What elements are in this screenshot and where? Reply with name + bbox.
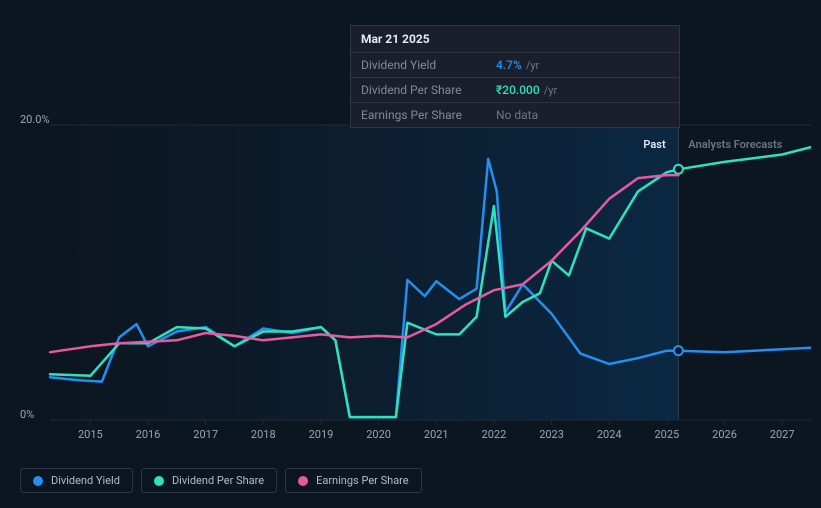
legend-dot-icon: [154, 476, 164, 486]
x-axis-tick: 2022: [482, 428, 507, 441]
tooltip-row: Dividend Per Share₹20.000/yr: [351, 78, 679, 103]
tooltip-metric-unit: /yr: [544, 84, 557, 97]
chart-legend: Dividend Yield Dividend Per Share Earnings…: [20, 468, 422, 493]
x-axis-tick: 2019: [309, 428, 334, 441]
x-axis-tick: 2024: [597, 428, 622, 441]
legend-dot-icon: [298, 476, 308, 486]
legend-item-dividend-yield[interactable]: Dividend Yield: [20, 468, 133, 493]
series-marker-dividend-per-share: [674, 165, 683, 174]
x-axis-tick: 2015: [78, 428, 103, 441]
legend-dot-icon: [33, 476, 43, 486]
tooltip-date: Mar 21 2025: [351, 26, 679, 53]
tooltip-row: Dividend Yield4.7% /yr: [351, 53, 679, 78]
tooltip-metric-label: Dividend Per Share: [361, 83, 496, 97]
region-label-forecast: Analysts Forecasts: [688, 138, 782, 151]
region-label-past: Past: [643, 138, 665, 151]
x-axis-tick: 2020: [366, 428, 391, 441]
dividend-chart: 20.0% 0% 2015 2016 2017 2018 2019 2020 2021 2022 2…: [20, 110, 811, 450]
x-axis-tick: 2016: [136, 428, 161, 441]
x-axis-tick: 2017: [193, 428, 218, 441]
tooltip-row: Earnings Per ShareNo data: [351, 103, 679, 127]
legend-item-dividend-per-share[interactable]: Dividend Per Share: [141, 468, 277, 493]
y-axis-tick: 20.0%: [20, 113, 50, 126]
x-axis-tick: 2027: [770, 428, 795, 441]
y-axis-tick: 0%: [20, 408, 34, 421]
x-axis-tick: 2021: [424, 428, 449, 441]
tooltip-metric-label: Earnings Per Share: [361, 108, 496, 122]
x-axis-tick: 2023: [539, 428, 564, 441]
x-axis-tick: 2018: [251, 428, 276, 441]
legend-item-earnings-per-share[interactable]: Earnings Per Share: [285, 468, 422, 493]
legend-label: Dividend Per Share: [172, 474, 264, 487]
tooltip-no-data: No data: [496, 108, 538, 122]
chart-tooltip: Mar 21 2025 Dividend Yield4.7%/yrDividen…: [350, 25, 680, 128]
tooltip-metric-value: 4.7%: [496, 58, 522, 72]
tooltip-metric-unit: /yr: [526, 59, 539, 72]
series-marker-dividend-yield: [674, 346, 683, 355]
x-axis-tick: 2026: [712, 428, 737, 441]
legend-label: Earnings Per Share: [316, 474, 409, 487]
legend-label: Dividend Yield: [51, 474, 120, 487]
tooltip-metric-value: ₹20.000: [496, 83, 540, 97]
x-axis-tick: 2025: [654, 428, 679, 441]
tooltip-metric-label: Dividend Yield: [361, 58, 496, 72]
